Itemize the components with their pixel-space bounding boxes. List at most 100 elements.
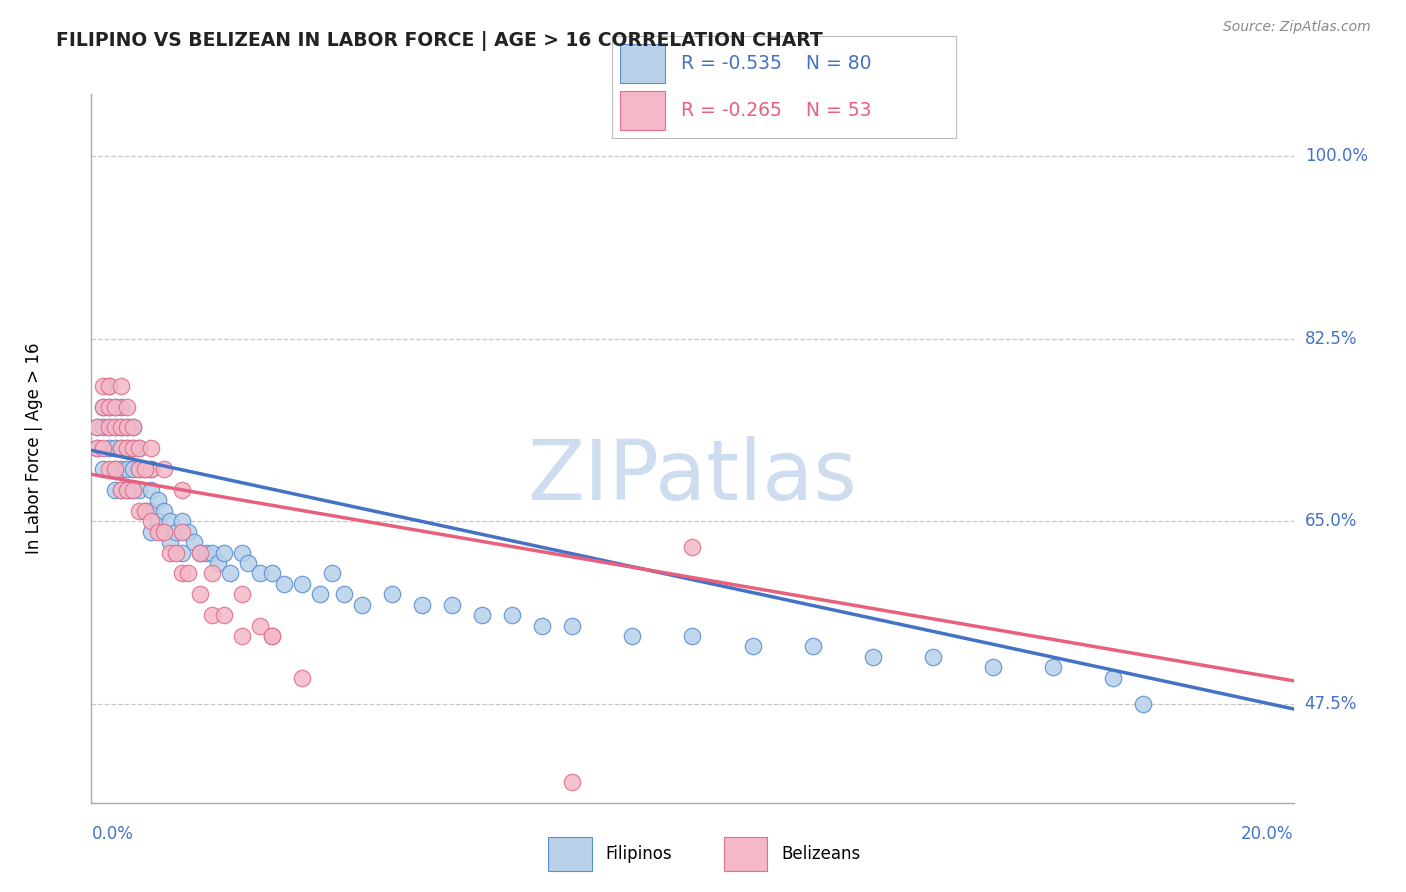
Text: 82.5%: 82.5%: [1305, 330, 1357, 348]
Point: [128, 462, 150, 476]
Point: [308, 587, 330, 601]
Point: [183, 535, 205, 549]
Point: [104, 462, 127, 476]
Point: [117, 483, 139, 497]
Bar: [548, 837, 592, 871]
Point: [104, 400, 127, 414]
Point: [165, 524, 187, 539]
Point: [501, 608, 523, 623]
Point: [231, 587, 253, 601]
Point: [218, 566, 240, 581]
Point: [110, 400, 132, 414]
Point: [146, 493, 169, 508]
Point: [260, 566, 283, 581]
Point: [170, 483, 193, 497]
Point: [531, 618, 554, 632]
Text: 100.0%: 100.0%: [1305, 147, 1368, 165]
Point: [117, 483, 139, 497]
Point: [104, 442, 127, 456]
Point: [188, 587, 211, 601]
Point: [260, 629, 283, 643]
Point: [93, 442, 115, 456]
Point: [381, 587, 404, 601]
Point: [93, 400, 115, 414]
Point: [201, 566, 224, 581]
Point: [93, 462, 115, 476]
Point: [86, 420, 108, 434]
Text: R = -0.265    N = 53: R = -0.265 N = 53: [681, 101, 870, 120]
Point: [212, 545, 235, 559]
Text: In Labor Force | Age > 16: In Labor Force | Age > 16: [25, 343, 42, 554]
Point: [922, 649, 945, 664]
Point: [231, 629, 253, 643]
Point: [146, 514, 169, 528]
Point: [117, 462, 139, 476]
Point: [134, 504, 156, 518]
Bar: [620, 91, 665, 130]
Point: [122, 442, 145, 456]
Point: [104, 420, 127, 434]
Point: [117, 420, 139, 434]
Point: [122, 483, 145, 497]
Point: [188, 545, 211, 559]
Point: [110, 462, 132, 476]
Point: [176, 566, 198, 581]
Point: [104, 483, 127, 497]
Point: [110, 378, 132, 392]
Point: [98, 400, 121, 414]
Point: [110, 420, 132, 434]
Text: Filipinos: Filipinos: [606, 845, 672, 863]
Point: [86, 420, 108, 434]
Point: [134, 462, 156, 476]
Point: [104, 462, 127, 476]
Point: [86, 442, 108, 456]
Point: [110, 442, 132, 456]
Point: [212, 608, 235, 623]
Point: [98, 400, 121, 414]
Point: [93, 400, 115, 414]
Point: [194, 545, 217, 559]
Point: [188, 545, 211, 559]
Point: [249, 566, 271, 581]
Point: [122, 442, 145, 456]
Point: [98, 462, 121, 476]
Point: [152, 524, 174, 539]
Point: [117, 442, 139, 456]
Point: [561, 618, 583, 632]
Point: [128, 442, 150, 456]
Point: [176, 524, 198, 539]
Point: [291, 576, 314, 591]
Point: [117, 400, 139, 414]
Point: [141, 514, 163, 528]
Point: [862, 649, 884, 664]
Point: [165, 545, 187, 559]
Point: [134, 504, 156, 518]
Point: [170, 545, 193, 559]
Text: Belizeans: Belizeans: [780, 845, 860, 863]
Point: [291, 671, 314, 685]
Point: [170, 524, 193, 539]
Point: [159, 514, 181, 528]
Point: [117, 442, 139, 456]
Point: [98, 420, 121, 434]
Point: [681, 629, 703, 643]
Point: [741, 640, 763, 654]
Point: [170, 566, 193, 581]
Point: [146, 524, 169, 539]
Point: [471, 608, 494, 623]
Point: [170, 514, 193, 528]
Text: Source: ZipAtlas.com: Source: ZipAtlas.com: [1223, 20, 1371, 34]
Point: [141, 524, 163, 539]
Point: [801, 640, 824, 654]
Point: [98, 420, 121, 434]
Text: ZIPatlas: ZIPatlas: [527, 436, 858, 517]
Point: [1042, 660, 1064, 674]
Point: [273, 576, 295, 591]
Text: 47.5%: 47.5%: [1305, 695, 1357, 713]
Point: [350, 598, 373, 612]
Point: [117, 420, 139, 434]
Point: [981, 660, 1004, 674]
Point: [1132, 697, 1154, 711]
Point: [93, 420, 115, 434]
Point: [141, 483, 163, 497]
